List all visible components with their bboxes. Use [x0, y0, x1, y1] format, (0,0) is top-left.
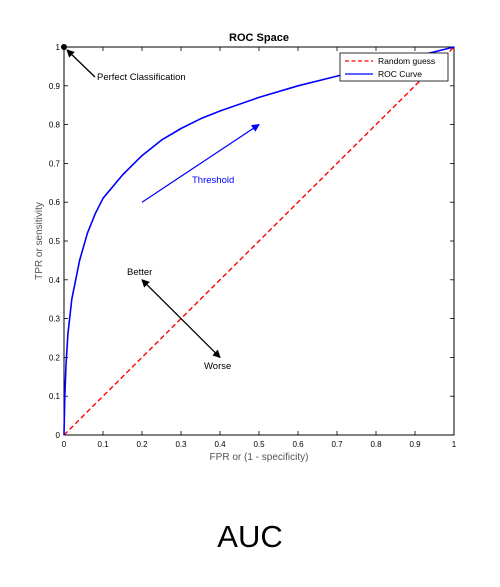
y-tick-label: 0.4 [49, 276, 61, 285]
x-tick-label: 0.6 [292, 440, 304, 449]
y-axis-ticks: 0 0.1 0.2 0.3 0.4 0.5 0.6 0.7 0.8 0.9 1 [49, 43, 454, 440]
x-tick-label: 0.4 [214, 440, 226, 449]
x-tick-label: 0.8 [370, 440, 382, 449]
series-layer [63, 46, 455, 436]
legend: Random guess ROC Curve [339, 52, 449, 82]
worse-label: Worse [204, 361, 231, 372]
better-arrow [141, 279, 182, 320]
y-tick-label: 0.9 [49, 82, 61, 91]
x-axis-ticks: 0 0.1 0.2 0.3 0.4 0.5 0.6 0.7 0.8 0.9 1 [62, 47, 457, 449]
legend-label-random-guess: Random guess [378, 56, 435, 66]
perfect-classification-arrow [66, 49, 96, 78]
x-tick-label: 0.5 [253, 440, 265, 449]
y-tick-label: 0.8 [49, 121, 61, 130]
y-axis-label: TPR or sensitivity [34, 202, 45, 280]
x-tick-label: 0.2 [136, 440, 148, 449]
y-tick-label: 1 [56, 43, 61, 52]
x-tick-label: 0.7 [331, 440, 343, 449]
annotation-layer: Perfect Classification Threshold Better Wor… [61, 44, 260, 372]
x-tick-label: 0.3 [175, 440, 187, 449]
y-tick-label: 0.3 [49, 315, 61, 324]
y-tick-label: 0.5 [49, 237, 61, 246]
y-tick-label: 0.1 [49, 392, 61, 401]
roc-chart: ROC Space 0 0.1 0.2 0.3 0.4 0.5 0.6 0.7 0.8 0.9 1 … [34, 32, 457, 463]
better-label: Better [127, 267, 152, 278]
y-tick-label: 0.6 [49, 198, 61, 207]
x-tick-label: 0 [62, 440, 67, 449]
y-tick-label: 0.7 [49, 159, 61, 168]
legend-label-roc-curve: ROC Curve [378, 69, 422, 79]
y-tick-label: 0.2 [49, 353, 61, 362]
caption: AUC [217, 519, 283, 554]
x-tick-label: 1 [452, 440, 457, 449]
threshold-label: Threshold [192, 175, 234, 186]
x-axis-label: FPR or (1 - specificity) [210, 452, 309, 463]
perfect-classification-marker [61, 44, 67, 50]
perfect-classification-label: Perfect Classification [97, 72, 186, 83]
legend-box [339, 52, 449, 82]
worse-arrow [180, 318, 221, 359]
y-tick-label: 0 [56, 431, 61, 440]
threshold-arrow [141, 124, 260, 203]
random-guess-line [63, 46, 455, 436]
x-tick-label: 0.1 [97, 440, 109, 449]
chart-title: ROC Space [229, 32, 289, 44]
roc-curve-line [63, 46, 455, 436]
x-tick-label: 0.9 [409, 440, 421, 449]
